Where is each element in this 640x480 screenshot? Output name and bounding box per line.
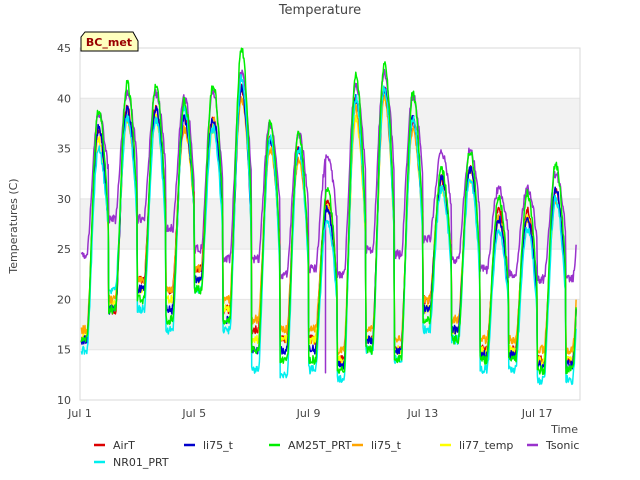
legend-label: li77_temp bbox=[459, 439, 513, 452]
y-tick-label: 45 bbox=[57, 42, 71, 55]
x-tick-label: Jul 9 bbox=[296, 407, 321, 420]
badge-label: BC_met bbox=[86, 36, 132, 49]
legend-label: Tsonic bbox=[545, 439, 579, 452]
x-tick-label: Jul 1 bbox=[67, 407, 92, 420]
legend-label: AM25T_PRT bbox=[288, 439, 352, 452]
x-axis-label: Time bbox=[550, 423, 578, 436]
y-tick-label: 25 bbox=[57, 243, 71, 256]
legend-label: AirT bbox=[113, 439, 135, 452]
grid-band bbox=[80, 299, 580, 350]
plot-frame bbox=[79, 47, 581, 401]
x-tick-label: Jul 5 bbox=[181, 407, 206, 420]
badge-box bbox=[80, 31, 139, 52]
chart-title: Temperature bbox=[278, 3, 361, 18]
y-axis-label: Temperatures (C) bbox=[7, 178, 20, 274]
legend-label: li75_t bbox=[203, 439, 234, 452]
series-line-nr01-prt bbox=[80, 73, 577, 386]
y-tick-label: 10 bbox=[57, 394, 71, 407]
y-tick-label: 15 bbox=[57, 344, 71, 357]
legend: AirT li75_t AM25T_PRT li75_t li77_temp Tsonic… bbox=[94, 439, 579, 469]
y-tick-label: 20 bbox=[57, 293, 71, 306]
y-tick-label: 40 bbox=[57, 92, 71, 105]
legend-label: li75_t bbox=[371, 439, 402, 452]
x-tick-label: Jul 13 bbox=[406, 407, 438, 420]
legend-label: NR01_PRT bbox=[113, 456, 169, 469]
series-lines bbox=[80, 47, 577, 386]
y-axis-ticks: 10 15 20 25 30 35 40 45 bbox=[57, 42, 71, 407]
y-tick-label: 30 bbox=[57, 193, 71, 206]
x-tick-label: Jul 17 bbox=[521, 407, 553, 420]
series-line-am25t-prt bbox=[80, 47, 577, 375]
x-axis-ticks: Jul 1 Jul 5 Jul 9 Jul 13 Jul 17 bbox=[67, 407, 552, 420]
y-tick-label: 35 bbox=[57, 143, 71, 156]
station-badge: BC_met bbox=[80, 31, 139, 52]
series-line-tsonic bbox=[80, 68, 577, 374]
